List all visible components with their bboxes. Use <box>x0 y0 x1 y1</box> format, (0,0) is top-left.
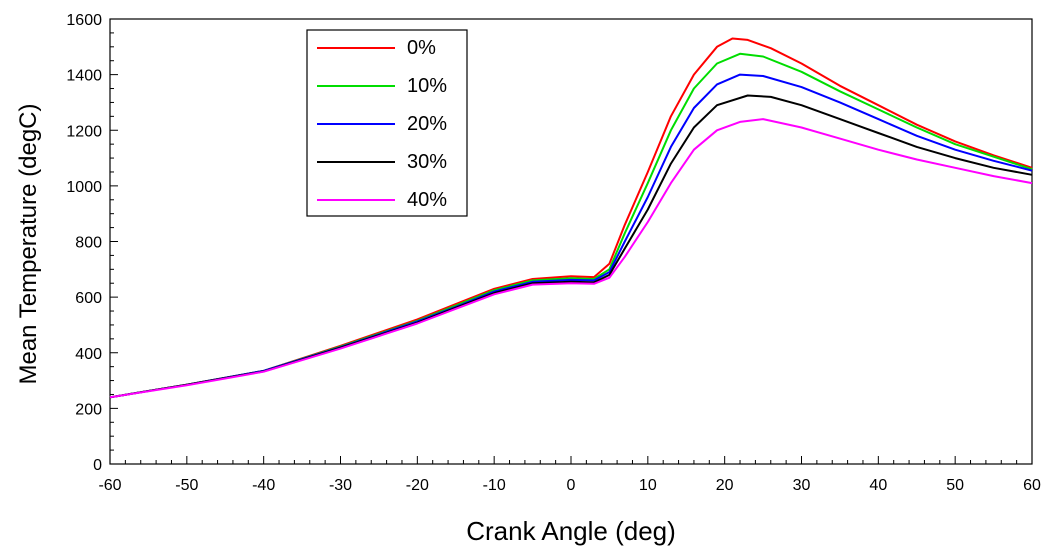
y-tick-label: 800 <box>75 235 102 252</box>
y-tick-label: 200 <box>75 401 102 418</box>
legend-label-2: 20% <box>407 113 447 135</box>
series-line-0 <box>109 37 1033 399</box>
x-tick-label: 20 <box>716 477 734 494</box>
y-tick-label: 1400 <box>66 68 102 85</box>
x-tick-label: 60 <box>1023 477 1041 494</box>
y-tick-label: 1200 <box>66 123 102 140</box>
y-tick-label: 1600 <box>66 12 102 29</box>
y-axis-label: Mean Temperature (degC) <box>15 103 42 384</box>
series-line-2 <box>109 73 1033 399</box>
y-tick-label: 600 <box>75 290 102 307</box>
x-tick-label: 30 <box>793 477 811 494</box>
x-tick-label: 50 <box>946 477 964 494</box>
x-tick-label: -40 <box>252 477 275 494</box>
series-line-1 <box>109 52 1033 399</box>
x-tick-label: 40 <box>869 477 887 494</box>
plot-frame <box>109 18 1033 465</box>
x-tick-label: -10 <box>483 477 506 494</box>
x-axis-label: Crank Angle (deg) <box>466 516 676 546</box>
series-line-3 <box>109 94 1033 399</box>
x-tick-label: -50 <box>175 477 198 494</box>
series-line-4 <box>109 118 1033 399</box>
x-tick-label: -60 <box>98 477 121 494</box>
x-tick-label: 0 <box>567 477 576 494</box>
y-tick-label: 400 <box>75 346 102 363</box>
x-tick-label: -30 <box>329 477 352 494</box>
legend-label-0: 0% <box>407 37 436 59</box>
legend-label-1: 10% <box>407 75 447 97</box>
y-tick-label: 0 <box>93 457 102 474</box>
legend-label-3: 30% <box>407 151 447 173</box>
legend-label-4: 40% <box>407 189 447 211</box>
x-tick-label: -20 <box>406 477 429 494</box>
y-tick-label: 1000 <box>66 179 102 196</box>
x-tick-label: 10 <box>639 477 657 494</box>
